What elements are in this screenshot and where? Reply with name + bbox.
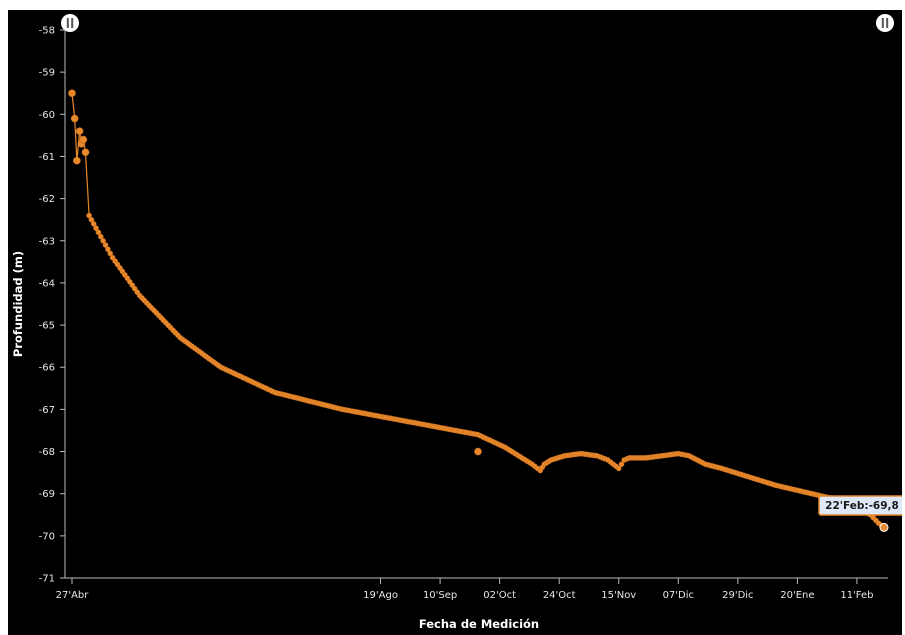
pause-icon-circle [61, 14, 79, 32]
data-point-outlier[interactable] [474, 447, 482, 456]
x-tick-label: 02'Oct [483, 590, 516, 601]
data-point[interactable] [90, 221, 97, 227]
data-point[interactable] [88, 216, 95, 223]
x-tick-label: 15'Nov [601, 590, 636, 601]
series-group [68, 89, 889, 532]
y-tick-label: -59 [39, 68, 55, 79]
data-point[interactable] [68, 89, 76, 98]
pause-icon-bar [71, 18, 74, 28]
x-tick-label: 27'Abr [56, 590, 90, 601]
x-tick-label: 20'Ene [780, 590, 814, 601]
y-tick-label: -67 [39, 405, 55, 416]
chart-frame: -58 -59 -60 -61 -62 -63 -64 -65 -66 -67 -68 -69 -70 -… [8, 10, 902, 635]
x-tick-label: 19'Ago [363, 590, 398, 601]
y-tick-label: -61 [39, 152, 55, 163]
data-point[interactable] [93, 225, 99, 231]
y-ticks: -58 -59 -60 -61 -62 -63 -64 -65 -66 -67 -68 -69 -70 -… [39, 26, 65, 585]
pause-icon[interactable] [876, 14, 894, 32]
x-ticks: 27'Abr 19'Ago 10'Sep 02'Oct 24'Oct 15'Nov 07'D… [56, 578, 874, 601]
x-tick-label: 11'Feb [840, 590, 873, 601]
data-point[interactable] [95, 229, 102, 236]
y-tick-label: -60 [39, 110, 55, 121]
chart-background [8, 10, 902, 635]
x-tick-label: 29'Dic [722, 590, 753, 601]
data-point[interactable] [615, 465, 622, 472]
y-tick-label: -63 [39, 236, 55, 247]
y-tick-label: -69 [39, 489, 55, 500]
x-tick-label: 07'Dic [663, 590, 694, 601]
pause-icon-circle [876, 14, 894, 32]
x-tick-label: 10'Sep [423, 590, 457, 601]
x-tick-label: 24'Oct [543, 590, 576, 601]
data-point[interactable] [618, 461, 625, 468]
data-point[interactable] [102, 242, 109, 248]
data-point[interactable] [73, 156, 81, 165]
data-point[interactable] [105, 246, 111, 252]
tooltip-box [818, 495, 902, 516]
pause-icon[interactable] [61, 14, 79, 32]
data-point[interactable] [79, 135, 88, 144]
y-tick-label: -58 [39, 26, 55, 37]
pause-icon-bar [881, 18, 884, 28]
x-axis-title: Fecha de Medición [419, 617, 539, 631]
y-tick-label: -65 [39, 321, 55, 332]
y-tick-label: -64 [39, 278, 55, 289]
y-axis-title: Profundidad (m) [11, 251, 25, 357]
data-point[interactable] [75, 127, 84, 136]
tooltip: 22'Feb:-69,8 [818, 495, 902, 516]
tooltip-label: 22'Feb:-69,8 [825, 500, 899, 512]
data-point[interactable] [86, 212, 92, 219]
y-tick-label: -68 [39, 447, 55, 458]
data-point-highlighted[interactable] [879, 522, 889, 532]
data-point[interactable] [81, 148, 90, 157]
pause-icon-bar [66, 18, 69, 28]
data-point[interactable] [107, 250, 113, 257]
data-point[interactable] [70, 114, 79, 123]
y-tick-label: -62 [39, 194, 55, 205]
data-point[interactable] [98, 233, 104, 240]
chart-canvas: -58 -59 -60 -61 -62 -63 -64 -65 -66 -67 -68 -69 -70 -… [8, 10, 902, 635]
data-point[interactable] [100, 237, 106, 244]
y-tick-label: -66 [39, 363, 55, 374]
y-tick-label: -71 [39, 574, 55, 585]
pause-icon-bar [886, 18, 889, 28]
y-tick-label: -70 [39, 531, 55, 542]
